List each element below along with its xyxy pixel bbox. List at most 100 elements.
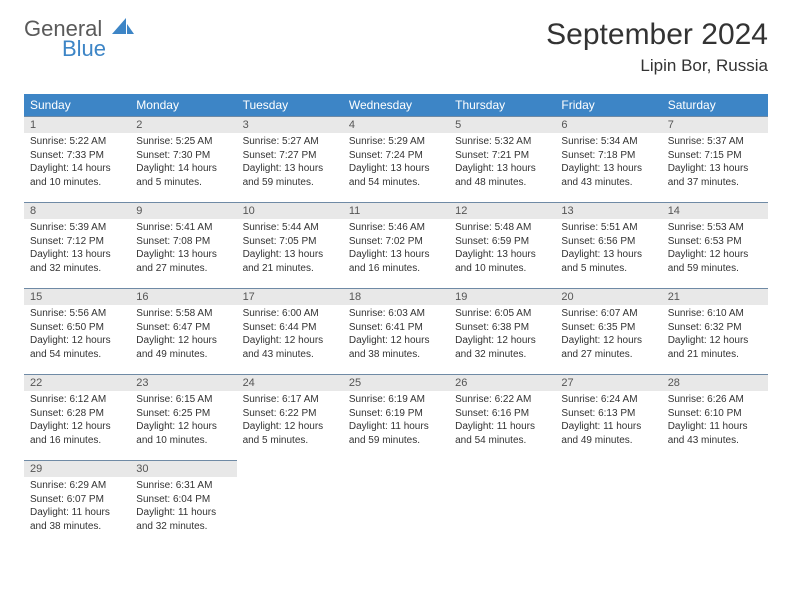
sunset-text: Sunset: 6:19 PM	[349, 407, 443, 421]
location-label: Lipin Bor, Russia	[546, 56, 768, 76]
sunset-text: Sunset: 6:35 PM	[561, 321, 655, 335]
daylight-text-1: Daylight: 14 hours	[30, 162, 124, 176]
calendar-cell: 22Sunrise: 6:12 AMSunset: 6:28 PMDayligh…	[24, 374, 130, 460]
day-number: 10	[237, 202, 343, 219]
calendar-row: 22Sunrise: 6:12 AMSunset: 6:28 PMDayligh…	[24, 374, 768, 460]
sunset-text: Sunset: 6:07 PM	[30, 493, 124, 507]
daylight-text-2: and 59 minutes.	[668, 262, 762, 276]
calendar-cell: 27Sunrise: 6:24 AMSunset: 6:13 PMDayligh…	[555, 374, 661, 460]
calendar-cell: 1Sunrise: 5:22 AMSunset: 7:33 PMDaylight…	[24, 116, 130, 202]
daylight-text-2: and 21 minutes.	[668, 348, 762, 362]
daylight-text-2: and 32 minutes.	[136, 520, 230, 534]
day-number: 13	[555, 202, 661, 219]
sunrise-text: Sunrise: 6:00 AM	[243, 307, 337, 321]
sunset-text: Sunset: 7:27 PM	[243, 149, 337, 163]
day-number: 8	[24, 202, 130, 219]
sunrise-text: Sunrise: 5:53 AM	[668, 221, 762, 235]
day-number: 22	[24, 374, 130, 391]
daylight-text-2: and 10 minutes.	[455, 262, 549, 276]
day-details: Sunrise: 5:34 AMSunset: 7:18 PMDaylight:…	[555, 133, 661, 193]
sunrise-text: Sunrise: 5:34 AM	[561, 135, 655, 149]
calendar-cell: 20Sunrise: 6:07 AMSunset: 6:35 PMDayligh…	[555, 288, 661, 374]
sunrise-text: Sunrise: 5:46 AM	[349, 221, 443, 235]
day-details: Sunrise: 6:07 AMSunset: 6:35 PMDaylight:…	[555, 305, 661, 365]
day-number: 17	[237, 288, 343, 305]
calendar-cell: 29Sunrise: 6:29 AMSunset: 6:07 PMDayligh…	[24, 460, 130, 546]
daylight-text-1: Daylight: 13 hours	[349, 162, 443, 176]
sunset-text: Sunset: 6:41 PM	[349, 321, 443, 335]
day-details: Sunrise: 5:56 AMSunset: 6:50 PMDaylight:…	[24, 305, 130, 365]
weekday-header-row: Sunday Monday Tuesday Wednesday Thursday…	[24, 94, 768, 116]
daylight-text-2: and 5 minutes.	[136, 176, 230, 190]
day-number: 29	[24, 460, 130, 477]
daylight-text-2: and 59 minutes.	[243, 176, 337, 190]
day-number: 12	[449, 202, 555, 219]
calendar-cell	[662, 460, 768, 546]
day-details: Sunrise: 6:19 AMSunset: 6:19 PMDaylight:…	[343, 391, 449, 451]
day-details: Sunrise: 6:10 AMSunset: 6:32 PMDaylight:…	[662, 305, 768, 365]
daylight-text-1: Daylight: 13 hours	[243, 162, 337, 176]
sunrise-text: Sunrise: 5:32 AM	[455, 135, 549, 149]
sunset-text: Sunset: 7:12 PM	[30, 235, 124, 249]
day-number: 23	[130, 374, 236, 391]
sunset-text: Sunset: 6:32 PM	[668, 321, 762, 335]
day-number: 24	[237, 374, 343, 391]
day-number: 7	[662, 116, 768, 133]
weekday-header: Sunday	[24, 94, 130, 116]
sunrise-text: Sunrise: 5:58 AM	[136, 307, 230, 321]
daylight-text-1: Daylight: 14 hours	[136, 162, 230, 176]
daylight-text-2: and 48 minutes.	[455, 176, 549, 190]
daylight-text-2: and 5 minutes.	[243, 434, 337, 448]
daylight-text-1: Daylight: 13 hours	[561, 248, 655, 262]
weekday-header: Tuesday	[237, 94, 343, 116]
daylight-text-2: and 54 minutes.	[30, 348, 124, 362]
day-details: Sunrise: 6:31 AMSunset: 6:04 PMDaylight:…	[130, 477, 236, 537]
sunrise-text: Sunrise: 6:19 AM	[349, 393, 443, 407]
sunset-text: Sunset: 6:53 PM	[668, 235, 762, 249]
weekday-header: Monday	[130, 94, 236, 116]
day-details: Sunrise: 6:05 AMSunset: 6:38 PMDaylight:…	[449, 305, 555, 365]
day-details: Sunrise: 5:46 AMSunset: 7:02 PMDaylight:…	[343, 219, 449, 279]
sunrise-text: Sunrise: 6:17 AM	[243, 393, 337, 407]
sunrise-text: Sunrise: 5:51 AM	[561, 221, 655, 235]
weekday-header: Friday	[555, 94, 661, 116]
day-details: Sunrise: 6:03 AMSunset: 6:41 PMDaylight:…	[343, 305, 449, 365]
sunset-text: Sunset: 6:28 PM	[30, 407, 124, 421]
daylight-text-1: Daylight: 13 hours	[243, 248, 337, 262]
daylight-text-2: and 27 minutes.	[136, 262, 230, 276]
sunrise-text: Sunrise: 5:37 AM	[668, 135, 762, 149]
sunset-text: Sunset: 6:59 PM	[455, 235, 549, 249]
calendar-row: 1Sunrise: 5:22 AMSunset: 7:33 PMDaylight…	[24, 116, 768, 202]
sunset-text: Sunset: 7:02 PM	[349, 235, 443, 249]
daylight-text-1: Daylight: 13 hours	[668, 162, 762, 176]
daylight-text-2: and 16 minutes.	[30, 434, 124, 448]
sunset-text: Sunset: 6:38 PM	[455, 321, 549, 335]
daylight-text-2: and 43 minutes.	[561, 176, 655, 190]
daylight-text-2: and 49 minutes.	[136, 348, 230, 362]
calendar-cell: 5Sunrise: 5:32 AMSunset: 7:21 PMDaylight…	[449, 116, 555, 202]
sunrise-text: Sunrise: 6:22 AM	[455, 393, 549, 407]
sunrise-text: Sunrise: 5:56 AM	[30, 307, 124, 321]
daylight-text-2: and 21 minutes.	[243, 262, 337, 276]
day-details: Sunrise: 6:17 AMSunset: 6:22 PMDaylight:…	[237, 391, 343, 451]
calendar-cell: 24Sunrise: 6:17 AMSunset: 6:22 PMDayligh…	[237, 374, 343, 460]
sunset-text: Sunset: 7:30 PM	[136, 149, 230, 163]
daylight-text-1: Daylight: 11 hours	[349, 420, 443, 434]
day-details: Sunrise: 6:29 AMSunset: 6:07 PMDaylight:…	[24, 477, 130, 537]
sunset-text: Sunset: 6:13 PM	[561, 407, 655, 421]
sunset-text: Sunset: 7:21 PM	[455, 149, 549, 163]
calendar-cell: 6Sunrise: 5:34 AMSunset: 7:18 PMDaylight…	[555, 116, 661, 202]
sunset-text: Sunset: 6:04 PM	[136, 493, 230, 507]
day-number: 6	[555, 116, 661, 133]
calendar-row: 8Sunrise: 5:39 AMSunset: 7:12 PMDaylight…	[24, 202, 768, 288]
daylight-text-1: Daylight: 11 hours	[30, 506, 124, 520]
sunset-text: Sunset: 6:22 PM	[243, 407, 337, 421]
day-details: Sunrise: 5:39 AMSunset: 7:12 PMDaylight:…	[24, 219, 130, 279]
sunrise-text: Sunrise: 6:31 AM	[136, 479, 230, 493]
daylight-text-2: and 38 minutes.	[349, 348, 443, 362]
calendar-cell: 30Sunrise: 6:31 AMSunset: 6:04 PMDayligh…	[130, 460, 236, 546]
day-details: Sunrise: 5:44 AMSunset: 7:05 PMDaylight:…	[237, 219, 343, 279]
day-details: Sunrise: 5:37 AMSunset: 7:15 PMDaylight:…	[662, 133, 768, 193]
sunrise-text: Sunrise: 6:24 AM	[561, 393, 655, 407]
daylight-text-2: and 59 minutes.	[349, 434, 443, 448]
